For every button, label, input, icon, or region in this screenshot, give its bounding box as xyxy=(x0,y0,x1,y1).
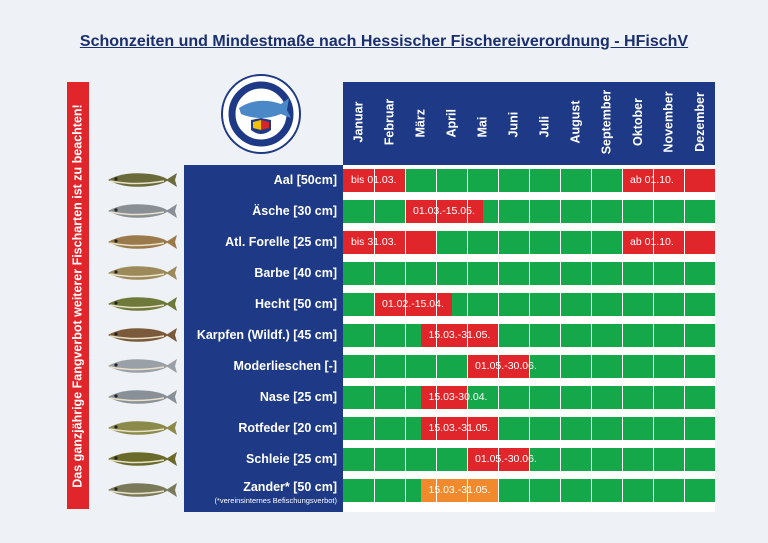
month-divider xyxy=(653,165,654,512)
tench-icon xyxy=(104,449,178,469)
months-header: Januar Februar März April Mai Juni Juli August S… xyxy=(343,82,715,165)
closed-season-grid: bis 01.03. ab 01.10. 01.03.-15.05. bis 31.0… xyxy=(343,165,715,512)
side-banner-text: Das ganzjährige Fangverbot weiterer Fisc… xyxy=(71,103,85,488)
closed-period-label: ab 01.10. xyxy=(630,174,674,186)
closed-period-label: 01.02.-15.04. xyxy=(382,298,444,310)
month-header: Oktober xyxy=(622,82,653,165)
carp-icon xyxy=(104,325,178,345)
barbel-icon xyxy=(104,263,178,283)
fish-name: Rotfeder [20 cm] xyxy=(238,421,337,435)
logo-emblem-icon xyxy=(221,74,301,154)
month-header: November xyxy=(653,82,684,165)
month-label: März xyxy=(413,109,428,138)
month-divider xyxy=(374,165,375,512)
grayling-icon xyxy=(104,201,178,221)
page-title: Schonzeiten und Mindestmaße nach Hessisc… xyxy=(79,33,689,50)
closed-period xyxy=(374,293,452,316)
closed-period xyxy=(405,200,483,223)
fish-name: Hecht [50 cm] xyxy=(255,297,337,311)
month-divider xyxy=(622,165,623,512)
rudd-icon xyxy=(104,418,178,438)
month-label: Dezember xyxy=(692,92,707,152)
month-header: März xyxy=(405,82,436,165)
nase-icon xyxy=(104,387,178,407)
eel-icon xyxy=(104,170,178,190)
month-label: November xyxy=(661,91,676,153)
closed-period xyxy=(343,231,436,254)
month-divider xyxy=(684,165,685,512)
closed-period-label: bis 31.03. xyxy=(351,236,397,248)
month-header: August xyxy=(560,82,591,165)
closed-period-label: 15.03.-31.05. xyxy=(428,422,491,434)
month-divider xyxy=(560,165,561,512)
fish-name: Moderlieschen [-] xyxy=(233,359,338,373)
month-divider xyxy=(591,165,592,512)
closed-period-label: 15.03.-31.05. xyxy=(428,484,491,496)
trout-icon xyxy=(104,232,178,252)
month-header: September xyxy=(591,82,622,165)
closed-period-label: 15.03.-31.05. xyxy=(428,329,491,341)
zander-icon xyxy=(104,480,178,500)
closed-period-label: 01.05.-30.06. xyxy=(475,453,537,465)
club-logo xyxy=(205,74,317,154)
month-header: Juli xyxy=(529,82,560,165)
month-label: September xyxy=(599,89,614,155)
fish-name: Zander* [50 cm] xyxy=(243,480,337,494)
month-divider xyxy=(498,165,499,512)
club-closed-period xyxy=(420,479,498,502)
fish-name: Atl. Forelle [25 cm] xyxy=(225,235,337,249)
month-header: Januar xyxy=(343,82,374,165)
month-label: Oktober xyxy=(630,98,645,146)
closed-period-label: 15.03-30.04. xyxy=(428,391,488,403)
month-label: Januar xyxy=(351,101,366,143)
month-divider xyxy=(529,165,530,512)
sunbleak-icon xyxy=(104,356,178,376)
month-header: April xyxy=(436,82,467,165)
fish-names-column: (*vereinsinternes Befischungsverbot) Aal… xyxy=(184,165,343,512)
closed-period-label: 01.05.-30.06. xyxy=(475,360,537,372)
fish-name: Aal [50cm] xyxy=(273,173,337,187)
closed-period xyxy=(420,324,498,347)
fish-name: Nase [25 cm] xyxy=(259,390,337,404)
side-banner: Das ganzjährige Fangverbot weiterer Fisc… xyxy=(67,82,89,509)
month-divider xyxy=(436,165,437,512)
closed-period-label: ab 01.10. xyxy=(630,236,674,248)
fish-name: Schleie [25 cm] xyxy=(245,452,337,466)
closed-period xyxy=(622,169,715,192)
closed-period xyxy=(420,417,498,440)
month-divider xyxy=(467,165,468,512)
month-label: Februar xyxy=(382,98,397,146)
fish-name: Barbe [40 cm] xyxy=(254,266,337,280)
closed-period-label: bis 01.03. xyxy=(351,174,397,186)
month-label: April xyxy=(444,109,459,138)
month-label: Juli xyxy=(537,115,552,138)
pike-icon xyxy=(104,294,178,314)
month-label: Mai xyxy=(475,116,490,138)
month-header: Juni xyxy=(498,82,529,165)
month-header: Februar xyxy=(374,82,405,165)
month-label: August xyxy=(568,100,583,144)
footnote: (*vereinsinternes Befischungsverbot) xyxy=(214,496,337,505)
month-header: Dezember xyxy=(684,82,715,165)
closed-period xyxy=(420,386,467,409)
closed-period-label: 01.03.-15.05. xyxy=(413,205,475,217)
fish-name: Äsche [30 cm] xyxy=(252,204,337,218)
month-divider xyxy=(405,165,406,512)
fish-name: Karpfen (Wildf.) [45 cm] xyxy=(196,328,337,342)
month-header: Mai xyxy=(467,82,498,165)
closed-period xyxy=(622,231,715,254)
month-label: Juni xyxy=(506,111,521,138)
